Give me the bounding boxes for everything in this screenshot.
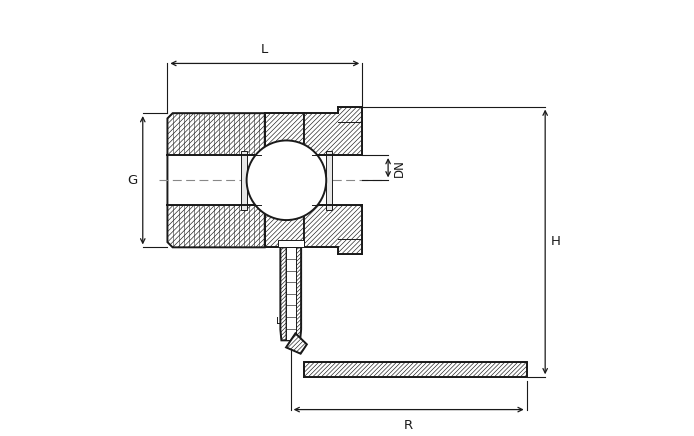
Polygon shape bbox=[326, 151, 332, 210]
Text: L: L bbox=[261, 43, 269, 56]
Polygon shape bbox=[304, 155, 362, 205]
Polygon shape bbox=[265, 113, 304, 247]
Circle shape bbox=[246, 140, 326, 220]
Polygon shape bbox=[278, 239, 304, 247]
Polygon shape bbox=[286, 334, 307, 354]
Polygon shape bbox=[130, 1, 564, 433]
Polygon shape bbox=[304, 362, 527, 377]
Polygon shape bbox=[304, 205, 362, 254]
Polygon shape bbox=[241, 151, 246, 210]
Polygon shape bbox=[304, 107, 362, 155]
Text: R: R bbox=[404, 419, 413, 432]
Polygon shape bbox=[286, 247, 296, 341]
Polygon shape bbox=[280, 247, 301, 341]
Text: H: H bbox=[550, 235, 560, 249]
Text: DN: DN bbox=[393, 159, 406, 177]
Polygon shape bbox=[167, 113, 265, 247]
Text: G: G bbox=[127, 174, 137, 187]
